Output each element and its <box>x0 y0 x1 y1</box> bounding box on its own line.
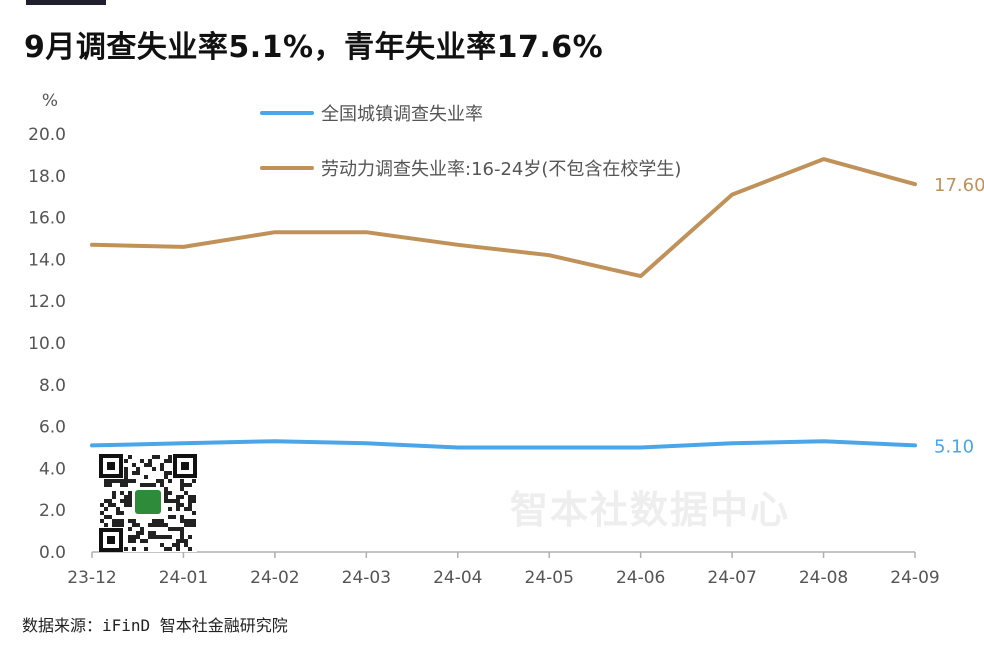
y-axis-unit: % <box>42 91 58 111</box>
x-tick-label: 24-03 <box>342 568 391 588</box>
legend-label-2: 劳动力调查失业率:16-24岁(不包含在校学生) <box>321 159 681 180</box>
watermark-text: 智本社数据中心 <box>510 488 790 532</box>
data-source-note: 数据来源：iFinD 智本社金融研究院 <box>22 616 288 635</box>
x-tick-label: 24-09 <box>890 568 939 588</box>
y-tick-label: 12.0 <box>28 292 66 312</box>
y-tick-label: 14.0 <box>28 250 66 270</box>
x-tick-label: 23-12 <box>67 568 116 588</box>
y-tick-label: 16.0 <box>28 209 66 229</box>
x-tick-label: 24-06 <box>616 568 665 588</box>
x-tick-label: 24-02 <box>250 568 299 588</box>
x-tick-label: 24-04 <box>433 568 482 588</box>
series-line-1 <box>90 439 917 450</box>
chart-title: 9月调查失业率5.1%，青年失业率17.6% <box>24 30 604 65</box>
x-tick-label: 24-05 <box>525 568 574 588</box>
series-layer: 5.10 17.60 <box>90 157 984 457</box>
x-tick-label: 24-07 <box>707 568 756 588</box>
y-tick-label: 8.0 <box>39 376 66 396</box>
y-tick-label: 0.0 <box>39 543 66 563</box>
x-tick-label: 24-01 <box>159 568 208 588</box>
watermark: 智本社数据中心 <box>510 488 790 532</box>
y-tick-label: 6.0 <box>39 418 66 438</box>
series-line-2 <box>90 157 917 279</box>
y-tick-label: 18.0 <box>28 167 66 187</box>
y-tick-label: 2.0 <box>39 501 66 521</box>
series-end-label-1: 5.10 <box>934 436 974 457</box>
qr-code-icon <box>99 454 197 552</box>
y-tick-label: 10.0 <box>28 334 66 354</box>
title-accent-bar <box>26 0 106 5</box>
x-tick-label: 24-08 <box>799 568 848 588</box>
chart-axes: % 0.0 2.0 4.0 6.0 8.0 10.0 12.0 14.0 16.0 18.0 20.0… <box>28 91 940 588</box>
legend-label-1: 全国城镇调查失业率 <box>321 104 483 125</box>
series-end-label-2: 17.60 <box>934 175 984 196</box>
y-tick-label: 4.0 <box>39 459 66 479</box>
y-tick-label: 20.0 <box>28 125 66 145</box>
